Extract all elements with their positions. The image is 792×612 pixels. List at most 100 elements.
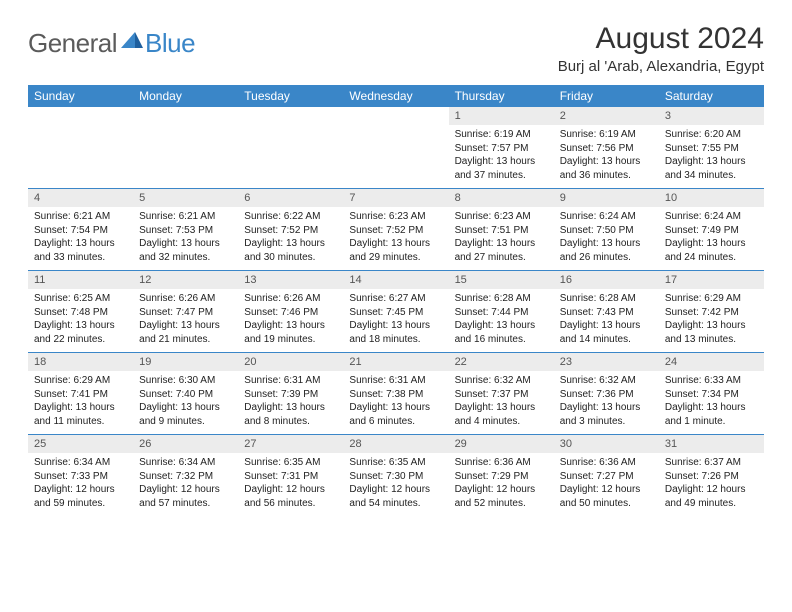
daylight-text: Daylight: 12 hours and 56 minutes. — [244, 483, 337, 510]
day-content: Sunrise: 6:37 AMSunset: 7:26 PMDaylight:… — [659, 453, 764, 516]
daylight-text: Daylight: 13 hours and 33 minutes. — [34, 237, 127, 264]
sunset-text: Sunset: 7:43 PM — [560, 306, 653, 320]
sunset-text: Sunset: 7:26 PM — [665, 470, 758, 484]
day-number: 21 — [343, 353, 448, 371]
daylight-text: Daylight: 13 hours and 21 minutes. — [139, 319, 232, 346]
sunset-text: Sunset: 7:39 PM — [244, 388, 337, 402]
daylight-text: Daylight: 13 hours and 14 minutes. — [560, 319, 653, 346]
calendar-day-cell: 21Sunrise: 6:31 AMSunset: 7:38 PMDayligh… — [343, 353, 448, 435]
day-number: 14 — [343, 271, 448, 289]
sunrise-text: Sunrise: 6:29 AM — [665, 292, 758, 306]
day-number: 25 — [28, 435, 133, 453]
sunset-text: Sunset: 7:38 PM — [349, 388, 442, 402]
day-number: 22 — [449, 353, 554, 371]
sunrise-text: Sunrise: 6:27 AM — [349, 292, 442, 306]
sunrise-text: Sunrise: 6:32 AM — [560, 374, 653, 388]
calendar-day-cell: 23Sunrise: 6:32 AMSunset: 7:36 PMDayligh… — [554, 353, 659, 435]
day-content: Sunrise: 6:24 AMSunset: 7:50 PMDaylight:… — [554, 207, 659, 270]
daylight-text: Daylight: 13 hours and 27 minutes. — [455, 237, 548, 264]
calendar-day-cell: 12Sunrise: 6:26 AMSunset: 7:47 PMDayligh… — [133, 271, 238, 353]
day-number: 6 — [238, 189, 343, 207]
day-number: 7 — [343, 189, 448, 207]
day-content: Sunrise: 6:29 AMSunset: 7:41 PMDaylight:… — [28, 371, 133, 434]
sunset-text: Sunset: 7:40 PM — [139, 388, 232, 402]
daylight-text: Daylight: 13 hours and 18 minutes. — [349, 319, 442, 346]
daylight-text: Daylight: 12 hours and 54 minutes. — [349, 483, 442, 510]
sunset-text: Sunset: 7:27 PM — [560, 470, 653, 484]
sunset-text: Sunset: 7:46 PM — [244, 306, 337, 320]
daylight-text: Daylight: 13 hours and 32 minutes. — [139, 237, 232, 264]
header: General Blue August 2024 Burj al 'Arab, … — [28, 22, 764, 75]
sunrise-text: Sunrise: 6:21 AM — [139, 210, 232, 224]
daylight-text: Daylight: 12 hours and 57 minutes. — [139, 483, 232, 510]
sunset-text: Sunset: 7:49 PM — [665, 224, 758, 238]
day-content: Sunrise: 6:29 AMSunset: 7:42 PMDaylight:… — [659, 289, 764, 352]
sunrise-text: Sunrise: 6:23 AM — [455, 210, 548, 224]
day-number: 5 — [133, 189, 238, 207]
calendar-day-cell: 16Sunrise: 6:28 AMSunset: 7:43 PMDayligh… — [554, 271, 659, 353]
calendar-day-cell: 13Sunrise: 6:26 AMSunset: 7:46 PMDayligh… — [238, 271, 343, 353]
calendar-day-cell: 6Sunrise: 6:22 AMSunset: 7:52 PMDaylight… — [238, 189, 343, 271]
sunrise-text: Sunrise: 6:24 AM — [560, 210, 653, 224]
sunset-text: Sunset: 7:51 PM — [455, 224, 548, 238]
daylight-text: Daylight: 12 hours and 52 minutes. — [455, 483, 548, 510]
daylight-text: Daylight: 13 hours and 4 minutes. — [455, 401, 548, 428]
day-number: 28 — [343, 435, 448, 453]
sunrise-text: Sunrise: 6:25 AM — [34, 292, 127, 306]
day-number: 23 — [554, 353, 659, 371]
day-number: 12 — [133, 271, 238, 289]
day-number: 31 — [659, 435, 764, 453]
weekday-header: Saturday — [659, 85, 764, 107]
calendar-day-cell: . — [133, 107, 238, 189]
day-content: Sunrise: 6:27 AMSunset: 7:45 PMDaylight:… — [343, 289, 448, 352]
calendar-day-cell: 3Sunrise: 6:20 AMSunset: 7:55 PMDaylight… — [659, 107, 764, 189]
day-content: Sunrise: 6:21 AMSunset: 7:53 PMDaylight:… — [133, 207, 238, 270]
day-number: 24 — [659, 353, 764, 371]
day-number: 26 — [133, 435, 238, 453]
sunrise-text: Sunrise: 6:26 AM — [244, 292, 337, 306]
sunset-text: Sunset: 7:57 PM — [455, 142, 548, 156]
calendar-day-cell: 15Sunrise: 6:28 AMSunset: 7:44 PMDayligh… — [449, 271, 554, 353]
sunrise-text: Sunrise: 6:22 AM — [244, 210, 337, 224]
sunrise-text: Sunrise: 6:20 AM — [665, 128, 758, 142]
calendar-day-cell: 17Sunrise: 6:29 AMSunset: 7:42 PMDayligh… — [659, 271, 764, 353]
day-number: 10 — [659, 189, 764, 207]
brand-name-2: Blue — [145, 28, 195, 59]
sunset-text: Sunset: 7:44 PM — [455, 306, 548, 320]
day-number: 30 — [554, 435, 659, 453]
daylight-text: Daylight: 12 hours and 50 minutes. — [560, 483, 653, 510]
sunrise-text: Sunrise: 6:30 AM — [139, 374, 232, 388]
sunrise-text: Sunrise: 6:23 AM — [349, 210, 442, 224]
daylight-text: Daylight: 13 hours and 9 minutes. — [139, 401, 232, 428]
calendar-day-cell: 10Sunrise: 6:24 AMSunset: 7:49 PMDayligh… — [659, 189, 764, 271]
day-content: Sunrise: 6:33 AMSunset: 7:34 PMDaylight:… — [659, 371, 764, 434]
daylight-text: Daylight: 13 hours and 6 minutes. — [349, 401, 442, 428]
sunset-text: Sunset: 7:36 PM — [560, 388, 653, 402]
calendar-day-cell: 18Sunrise: 6:29 AMSunset: 7:41 PMDayligh… — [28, 353, 133, 435]
sunrise-text: Sunrise: 6:32 AM — [455, 374, 548, 388]
sunset-text: Sunset: 7:56 PM — [560, 142, 653, 156]
calendar-day-cell: 1Sunrise: 6:19 AMSunset: 7:57 PMDaylight… — [449, 107, 554, 189]
weekday-header: Monday — [133, 85, 238, 107]
day-content: Sunrise: 6:32 AMSunset: 7:37 PMDaylight:… — [449, 371, 554, 434]
sunset-text: Sunset: 7:33 PM — [34, 470, 127, 484]
sunset-text: Sunset: 7:29 PM — [455, 470, 548, 484]
day-content: Sunrise: 6:22 AMSunset: 7:52 PMDaylight:… — [238, 207, 343, 270]
weekday-header: Sunday — [28, 85, 133, 107]
brand-logo: General Blue — [28, 22, 195, 59]
sunrise-text: Sunrise: 6:19 AM — [455, 128, 548, 142]
sunset-text: Sunset: 7:42 PM — [665, 306, 758, 320]
daylight-text: Daylight: 13 hours and 37 minutes. — [455, 155, 548, 182]
day-number: 17 — [659, 271, 764, 289]
brand-name-1: General — [28, 28, 117, 59]
calendar-header-row: SundayMondayTuesdayWednesdayThursdayFrid… — [28, 85, 764, 107]
calendar-day-cell: 20Sunrise: 6:31 AMSunset: 7:39 PMDayligh… — [238, 353, 343, 435]
sunset-text: Sunset: 7:30 PM — [349, 470, 442, 484]
sunset-text: Sunset: 7:54 PM — [34, 224, 127, 238]
sunset-text: Sunset: 7:50 PM — [560, 224, 653, 238]
sunset-text: Sunset: 7:47 PM — [139, 306, 232, 320]
calendar-day-cell: 31Sunrise: 6:37 AMSunset: 7:26 PMDayligh… — [659, 435, 764, 517]
sunset-text: Sunset: 7:41 PM — [34, 388, 127, 402]
day-content: Sunrise: 6:36 AMSunset: 7:27 PMDaylight:… — [554, 453, 659, 516]
day-content: Sunrise: 6:34 AMSunset: 7:33 PMDaylight:… — [28, 453, 133, 516]
